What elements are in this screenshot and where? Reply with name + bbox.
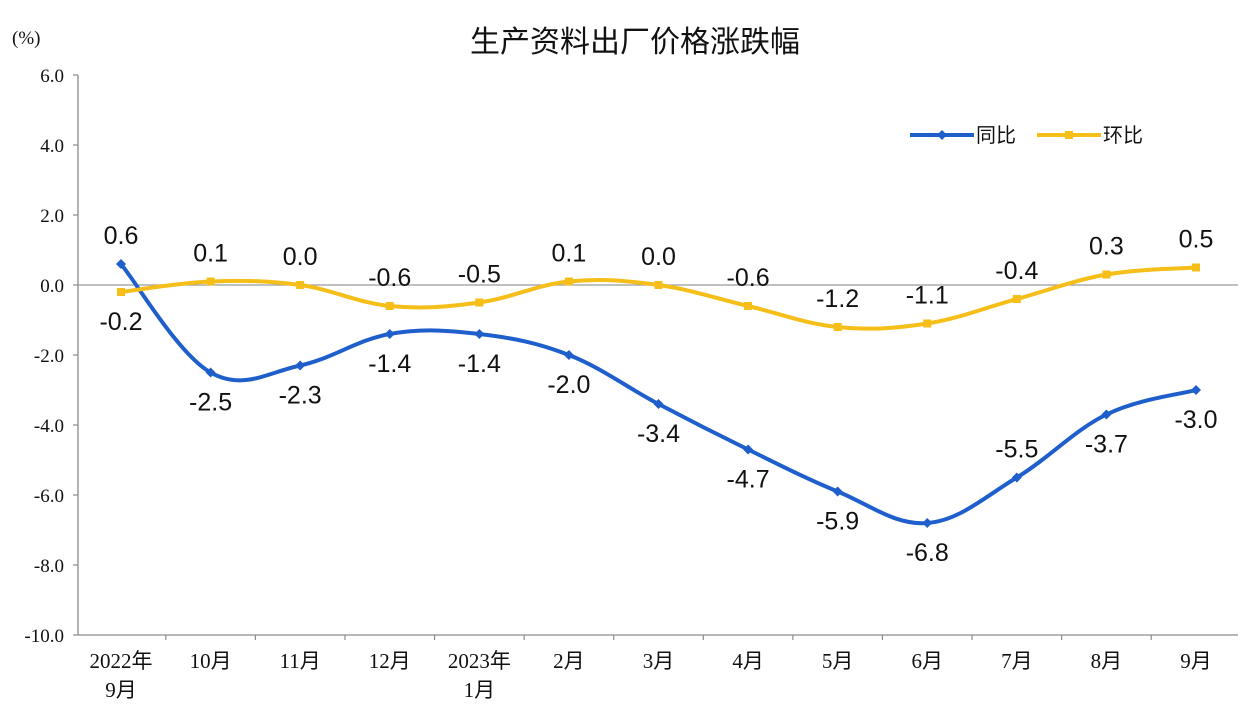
data-point — [296, 281, 305, 289]
data-label: -0.5 — [458, 261, 501, 289]
data-label: 0.0 — [283, 243, 318, 271]
x-tick-label: 9月 — [1180, 649, 1212, 673]
chart-title: 生产资料出厂价格涨跌幅 — [470, 25, 800, 60]
data-label: 0.1 — [552, 240, 587, 268]
data-label: -1.2 — [816, 285, 859, 313]
y-tick-label: 0.0 — [40, 276, 64, 297]
x-tick-label: 7月 — [1001, 649, 1033, 673]
data-label: 0.0 — [641, 243, 676, 271]
x-tick-label: 2月 — [553, 649, 585, 673]
x-tick-label: 5月 — [822, 649, 854, 673]
data-point — [744, 302, 753, 310]
data-point — [923, 319, 932, 328]
y-tick-label: 2.0 — [40, 206, 64, 227]
legend-label: 同比 — [976, 123, 1016, 147]
x-tick-label: 6月 — [912, 649, 944, 673]
x-tick-label: 3月 — [643, 649, 675, 673]
y-tick-label: -10.0 — [24, 626, 64, 647]
x-tick-label: 8月 — [1091, 649, 1123, 673]
data-point — [1011, 472, 1022, 483]
data-label: 0.6 — [104, 222, 139, 250]
x-tick-label: 12月 — [369, 649, 411, 673]
y-tick-label: -6.0 — [34, 486, 64, 507]
data-label: -4.7 — [727, 466, 770, 494]
data-point — [206, 277, 215, 286]
data-label: 0.5 — [1179, 226, 1214, 254]
data-point — [295, 360, 306, 371]
data-point — [385, 302, 394, 310]
data-point — [475, 298, 484, 307]
data-label: -0.2 — [99, 308, 142, 336]
legend-marker — [937, 130, 947, 140]
data-point — [1012, 295, 1021, 303]
data-label: -3.7 — [1085, 431, 1128, 459]
data-point — [474, 329, 485, 339]
data-point — [1101, 409, 1112, 420]
data-labels-layer: 0.6 -2.5 -2.3 -1.4 -1.4 -2.0 -3.4 -4.7 -5.9 -6.8 -… — [99, 222, 1217, 567]
data-point — [922, 518, 933, 528]
x-tick-label: 9月 — [105, 678, 137, 702]
legend: 同比 环比 — [910, 123, 1143, 147]
data-label: -3.4 — [637, 420, 680, 448]
x-axis-ticks: 2022年 9月 10月 11月 12月 2023年 1月 2月 3月 4月 5月 6月 7月 8月 9月 — [90, 635, 1212, 702]
legend-label: 环比 — [1103, 123, 1143, 147]
data-point — [653, 399, 664, 409]
data-label: -1.4 — [368, 350, 411, 378]
y-tick-label: -4.0 — [34, 416, 64, 437]
y-axis-unit: (%) — [12, 28, 40, 49]
series-mom — [117, 263, 1200, 331]
legend-item-mom: 环比 — [1037, 123, 1143, 147]
data-label: -0.4 — [995, 257, 1038, 285]
data-point — [1102, 270, 1111, 279]
data-point — [1191, 385, 1201, 395]
data-label: -5.5 — [995, 436, 1038, 464]
data-point — [832, 486, 843, 497]
legend-item-yoy: 同比 — [910, 123, 1016, 147]
x-tick-label: 10月 — [190, 649, 232, 673]
data-label: -2.0 — [547, 371, 590, 399]
data-label: -0.6 — [727, 264, 770, 292]
x-tick-label: 1月 — [464, 678, 496, 702]
x-tick-label: 11月 — [280, 649, 321, 673]
axes — [77, 75, 1238, 636]
data-point — [833, 323, 842, 331]
legend-marker — [1065, 131, 1073, 139]
data-point — [654, 281, 663, 289]
y-tick-label: 4.0 — [40, 136, 64, 157]
y-axis-ticks: 6.0 4.0 2.0 0.0 -2.0 -4.0 -6.0 -8.0 -10.0 — [24, 66, 78, 647]
x-tick-label: 2022年 — [90, 649, 153, 673]
y-tick-label: -8.0 — [34, 556, 64, 577]
data-point — [116, 259, 126, 269]
data-point — [384, 329, 395, 339]
data-point — [117, 288, 125, 296]
y-tick-label: 6.0 — [40, 66, 64, 87]
data-label: -3.0 — [1174, 406, 1217, 434]
data-label: 0.1 — [193, 240, 228, 268]
x-tick-label: 2023年 — [448, 649, 511, 673]
data-point — [205, 367, 216, 378]
series-layer — [116, 259, 1201, 528]
y-tick-label: -2.0 — [34, 346, 64, 367]
x-tick-label: 4月 — [732, 649, 764, 673]
data-label: -2.5 — [189, 389, 232, 417]
data-label: -2.3 — [279, 382, 322, 410]
data-label: -5.9 — [816, 508, 859, 536]
data-label: -1.4 — [458, 350, 501, 378]
data-label: -1.1 — [906, 282, 949, 310]
data-point — [564, 277, 573, 286]
data-label: -0.6 — [368, 264, 411, 292]
data-label: -6.8 — [906, 539, 949, 567]
series-yoy — [116, 259, 1201, 528]
data-point — [1192, 263, 1200, 272]
data-point — [563, 350, 574, 360]
data-point — [743, 444, 754, 455]
data-label: 0.3 — [1089, 233, 1124, 261]
